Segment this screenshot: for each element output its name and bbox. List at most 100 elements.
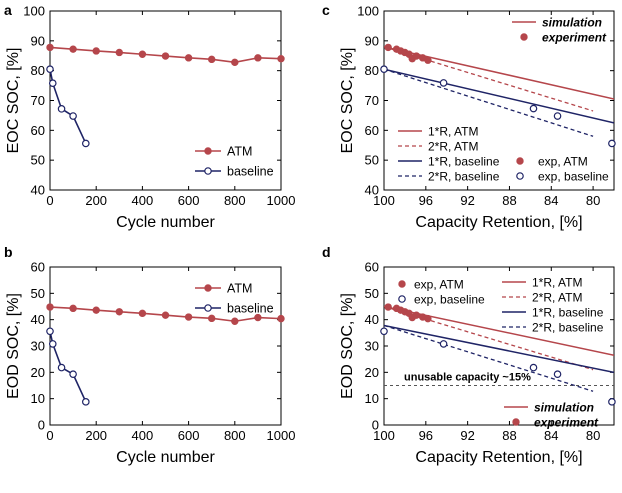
panel-b-legend-label: baseline [227,302,274,316]
panel-b-y-tick-label: 20 [31,365,45,380]
panel-b-plot-area [50,306,281,403]
panel-a-y-tick-label: 60 [31,123,45,138]
panel-b-y-tick-label: 10 [31,391,45,406]
panel-c-legend-bottom-label: exp, baseline [538,170,609,184]
panel-d-data-point-baseline [439,340,448,348]
panel-d-x-tick-label: 100 [373,428,395,443]
panel-a-x-tick-label: 1000 [267,193,296,208]
panel-a-legend-label: ATM [227,145,252,159]
panel-b-data-point-baseline [46,327,54,336]
panel-d-legend-bottom-label: simulation [534,401,594,415]
panel-c-legend-bottom-legend-marker-4 [516,157,524,165]
panel-a-legend-marker-0 [204,147,212,155]
panel-a-data-point-atm [115,48,124,57]
panel-a-x-tick-label: 600 [178,193,200,208]
panel-d-data-point-baseline [553,370,562,378]
panel-d-annotation-text: unusable capacity ~15% [404,372,531,384]
panel-b-data-point-atm [92,306,100,314]
panel-c-series-line-3 [384,68,594,137]
panel-b-data-point-atm [254,313,262,322]
panel-d-data-point-baseline [608,398,616,406]
panel-d-y-tick-label: 60 [365,260,379,275]
panel-d-data-point-baseline [529,363,538,372]
panel-b-x-tick-label: 1000 [267,428,296,443]
panel-a-data-point-atm [208,55,216,64]
panel-a-data-point-atm [161,52,170,60]
panel-d-legend-right-label: 1*R, baseline [532,306,604,320]
panel-c-data-point-atm [424,56,432,64]
panel-a-legend-label: baseline [227,165,274,179]
panel-d-y-axis-label: EOD SOC, [%] [339,293,356,399]
panel-a-data-point-baseline [57,105,66,113]
panel-d-data-point-atm [424,314,432,323]
panel-d-data-point-atm [384,303,392,311]
panel-c-data-point-baseline [380,65,388,73]
panel-d-legend-left-legend-marker-0 [398,280,406,288]
panel-c-x-tick-label: 100 [373,193,395,208]
panel-c-x-axis-label: Capacity Retention, [%] [415,214,582,231]
panel-d-legend-left-legend-marker-1 [398,295,406,303]
panel-d-y-tick-label: 30 [365,339,379,354]
panel-c-y-tick-label: 40 [365,183,379,198]
panel-d-legend-bottom-legend-marker-1 [512,418,520,426]
panel-c-legend-bottom-label: 1*R, ATM [428,125,478,139]
panel-c-plot-area [384,46,614,137]
panel-b-data-point-atm [138,309,147,318]
panel-c-x-tick-label: 80 [586,193,600,208]
panel-a-series-line-baseline [50,69,87,144]
panel-c-data-point-baseline [439,79,448,87]
panel-a-legend-marker-1 [204,167,212,175]
panel-b-data-point-baseline [69,370,77,378]
panel-d-legend-right-label: 2*R, ATM [532,291,582,305]
panel-a-y-tick-label: 100 [23,4,45,19]
panel-d-y-tick-label: 20 [365,365,379,380]
panel-b-data-point-atm [208,314,216,323]
panel-a-data-point-atm [92,47,100,55]
panel-b-y-tick-label: 30 [31,339,45,354]
panel-a-data-point-atm [138,50,147,58]
panel-b-x-tick-label: 600 [178,428,200,443]
panel-b-data-point-baseline [57,363,66,372]
panel-c-y-tick-label: 80 [365,63,379,78]
panel-a-data-point-atm [254,54,262,62]
panel-c-series-line-2 [384,68,614,124]
panel-a-x-axis-label: Cycle number [116,214,215,231]
panel-a-data-point-atm [277,55,285,63]
panel-a-data-point-atm [184,54,193,62]
panel-d-series-line-2 [384,324,614,374]
panel-a-y-tick-label: 50 [31,153,45,168]
panel-c: 100 96 92 88 84 80 40 50 60 70 80 90 100 Capacity Ret… [339,4,616,231]
panel-a-y-tick-label: 90 [31,33,45,48]
panel-c-data-point-baseline [553,112,562,120]
panel-c-x-tick-label: 92 [460,193,474,208]
panel-a-y-tick-label: 80 [31,63,45,78]
panel-a-plot-frame [49,10,282,191]
panel-b-data-point-atm [184,313,193,321]
panel-a-data-point-baseline [48,79,57,87]
panel-a-data-point-atm [69,45,77,53]
panel-a-data-point-baseline [46,65,54,73]
panel-c-y-tick-label: 60 [365,123,379,138]
panel-a-letter: a [4,2,12,18]
panel-d-y-tick-label: 0 [372,418,379,433]
panel-d-legend-left-label: exp, ATM [414,278,464,292]
panel-c-y-tick-label: 100 [357,4,379,19]
panel-a-data-point-baseline [82,139,90,148]
panel-a-y-tick-label: 70 [31,93,45,108]
panel-d-x-tick-label: 80 [586,428,600,443]
panel-a-x-tick-label: 0 [46,193,53,208]
panel-d-x-tick-label: 84 [544,428,558,443]
panel-b-data-point-atm [69,304,77,313]
panel-c-x-tick-label: 96 [419,193,433,208]
panel-d-legend-right-label: 2*R, baseline [532,321,604,335]
panel-d-letter: d [322,244,331,260]
panel-b-legend-marker-1 [204,304,212,312]
panel-d-data-point-baseline [380,327,388,336]
panel-c-legend-bottom-legend-marker-5 [516,172,524,180]
panel-b: 0 200 400 600 800 1000 0 10 20 30 40 50 60 Cycle numb… [5,260,295,467]
panel-a-data-point-atm [231,58,239,67]
panel-c-y-axis-label: EOC SOC, [%] [339,48,356,154]
panel-d-y-tick-label: 50 [365,286,379,301]
